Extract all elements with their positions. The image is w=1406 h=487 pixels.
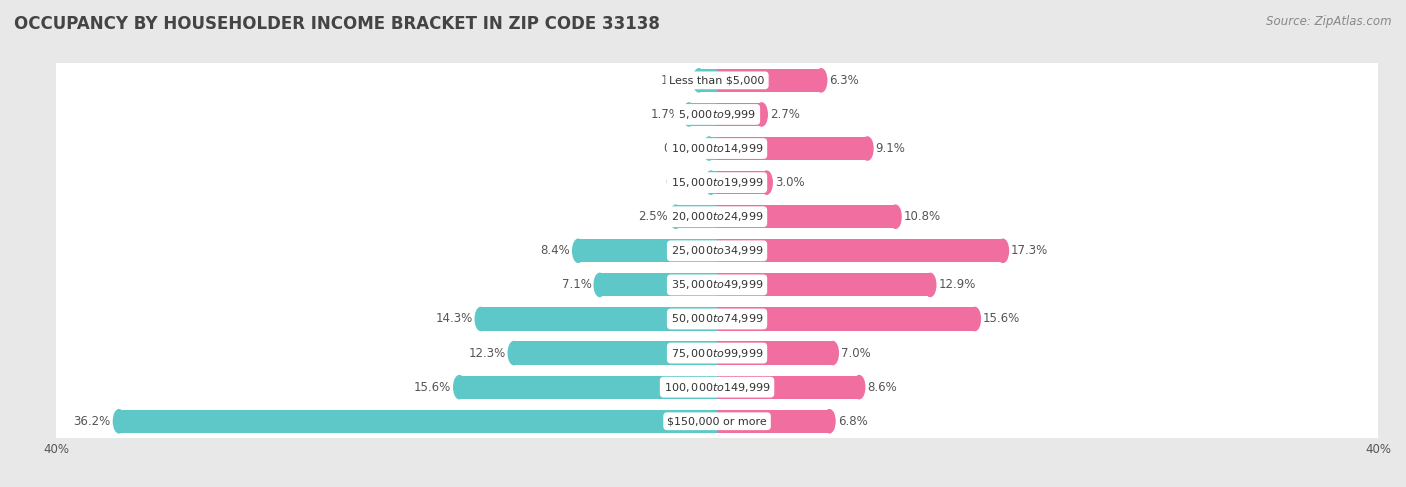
- Text: 2.7%: 2.7%: [770, 108, 800, 121]
- Bar: [600, 273, 717, 297]
- Text: 17.3%: 17.3%: [1011, 244, 1049, 257]
- Text: 0.37%: 0.37%: [665, 176, 703, 189]
- FancyBboxPatch shape: [56, 336, 1378, 370]
- Text: 6.3%: 6.3%: [830, 74, 859, 87]
- Circle shape: [824, 410, 835, 433]
- Text: 9.1%: 9.1%: [876, 142, 905, 155]
- Bar: [717, 239, 1002, 262]
- Bar: [717, 410, 830, 433]
- Bar: [717, 375, 859, 399]
- Circle shape: [706, 171, 717, 194]
- Circle shape: [508, 341, 519, 365]
- FancyBboxPatch shape: [56, 131, 1378, 166]
- FancyBboxPatch shape: [56, 200, 1378, 234]
- Circle shape: [572, 239, 583, 262]
- Bar: [513, 341, 717, 365]
- Bar: [717, 103, 762, 126]
- Circle shape: [114, 410, 125, 433]
- Text: $35,000 to $49,999: $35,000 to $49,999: [671, 279, 763, 291]
- Circle shape: [761, 171, 772, 194]
- Text: 10.8%: 10.8%: [904, 210, 941, 223]
- Bar: [120, 410, 717, 433]
- Text: $75,000 to $99,999: $75,000 to $99,999: [671, 347, 763, 359]
- Text: 0.48%: 0.48%: [664, 142, 700, 155]
- FancyBboxPatch shape: [56, 63, 1378, 97]
- Circle shape: [853, 375, 865, 399]
- Text: 12.3%: 12.3%: [468, 347, 506, 359]
- Bar: [481, 307, 717, 331]
- Text: 12.9%: 12.9%: [938, 279, 976, 291]
- Circle shape: [997, 239, 1008, 262]
- Text: $5,000 to $9,999: $5,000 to $9,999: [678, 108, 756, 121]
- Text: 36.2%: 36.2%: [73, 415, 111, 428]
- Bar: [578, 239, 717, 262]
- Bar: [717, 341, 832, 365]
- Text: 8.6%: 8.6%: [868, 381, 897, 393]
- Circle shape: [683, 103, 695, 126]
- FancyBboxPatch shape: [56, 404, 1378, 438]
- FancyBboxPatch shape: [56, 268, 1378, 302]
- FancyBboxPatch shape: [56, 234, 1378, 268]
- Circle shape: [815, 69, 827, 92]
- Text: 14.3%: 14.3%: [436, 313, 472, 325]
- Text: 7.1%: 7.1%: [561, 279, 592, 291]
- Text: $20,000 to $24,999: $20,000 to $24,999: [671, 210, 763, 223]
- Bar: [717, 171, 766, 194]
- Bar: [689, 103, 717, 126]
- Text: $10,000 to $14,999: $10,000 to $14,999: [671, 142, 763, 155]
- Circle shape: [969, 307, 980, 331]
- Text: 3.0%: 3.0%: [775, 176, 804, 189]
- Bar: [709, 137, 717, 160]
- Bar: [676, 205, 717, 228]
- FancyBboxPatch shape: [56, 302, 1378, 336]
- Circle shape: [827, 341, 838, 365]
- Text: $150,000 or more: $150,000 or more: [668, 416, 766, 426]
- Text: 1.1%: 1.1%: [661, 74, 690, 87]
- FancyBboxPatch shape: [56, 97, 1378, 131]
- Circle shape: [454, 375, 465, 399]
- Text: 8.4%: 8.4%: [540, 244, 569, 257]
- Circle shape: [475, 307, 486, 331]
- Bar: [717, 69, 821, 92]
- Text: Less than $5,000: Less than $5,000: [669, 75, 765, 85]
- Text: $100,000 to $149,999: $100,000 to $149,999: [664, 381, 770, 393]
- Circle shape: [703, 137, 714, 160]
- Circle shape: [925, 273, 936, 297]
- Bar: [699, 69, 717, 92]
- FancyBboxPatch shape: [56, 166, 1378, 200]
- Text: Source: ZipAtlas.com: Source: ZipAtlas.com: [1267, 15, 1392, 28]
- Text: 2.5%: 2.5%: [638, 210, 668, 223]
- Circle shape: [671, 205, 682, 228]
- Text: OCCUPANCY BY HOUSEHOLDER INCOME BRACKET IN ZIP CODE 33138: OCCUPANCY BY HOUSEHOLDER INCOME BRACKET …: [14, 15, 659, 33]
- Text: 1.7%: 1.7%: [651, 108, 681, 121]
- Circle shape: [693, 69, 704, 92]
- Bar: [711, 171, 717, 194]
- Circle shape: [890, 205, 901, 228]
- Bar: [717, 137, 868, 160]
- Text: $50,000 to $74,999: $50,000 to $74,999: [671, 313, 763, 325]
- Circle shape: [756, 103, 768, 126]
- Bar: [460, 375, 717, 399]
- Bar: [717, 273, 931, 297]
- FancyBboxPatch shape: [56, 370, 1378, 404]
- Bar: [717, 205, 896, 228]
- Text: 15.6%: 15.6%: [413, 381, 451, 393]
- Circle shape: [595, 273, 606, 297]
- Text: 15.6%: 15.6%: [983, 313, 1021, 325]
- Text: $25,000 to $34,999: $25,000 to $34,999: [671, 244, 763, 257]
- Bar: [717, 307, 974, 331]
- Text: 6.8%: 6.8%: [838, 415, 868, 428]
- Circle shape: [862, 137, 873, 160]
- Text: 7.0%: 7.0%: [841, 347, 870, 359]
- Text: $15,000 to $19,999: $15,000 to $19,999: [671, 176, 763, 189]
